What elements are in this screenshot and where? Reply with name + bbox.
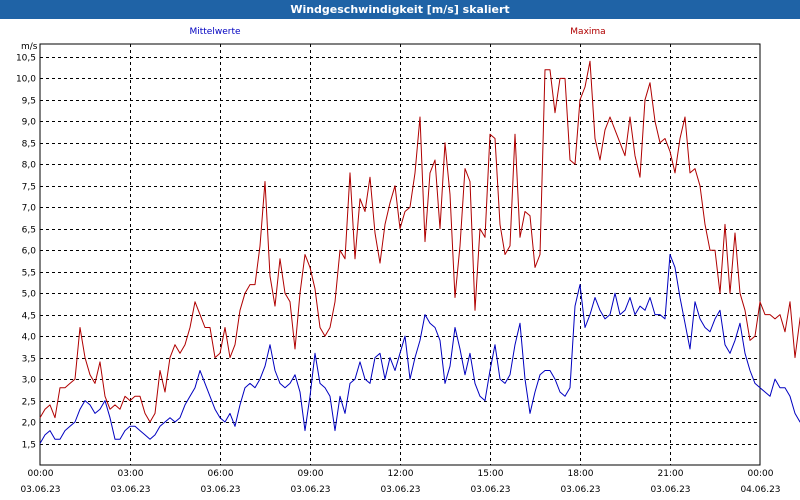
y-tick-label: 10,0 — [16, 75, 36, 85]
series-line-maxima — [39, 60, 800, 423]
x-tick-time: 06:00 — [208, 469, 234, 479]
x-tick-date: 03.06.23 — [200, 485, 240, 495]
y-tick-label: 2,5 — [22, 398, 36, 408]
y-tick-label: 5,0 — [22, 290, 37, 300]
y-axis: 1,5 2,0 2,5 3,0 3,5 4,0 4,5 5,0 5,5 6,0 6,5 7,0 7,5 8… — [16, 54, 36, 451]
y-tick-label: 6,0 — [22, 247, 37, 257]
series-group — [39, 60, 800, 444]
y-tick-label: 8,5 — [22, 140, 36, 150]
x-tick-date: 03.06.23 — [290, 485, 330, 495]
x-tick-time: 00:00 — [748, 469, 774, 479]
x-tick-date: 04.06.23 — [740, 485, 780, 495]
wind-speed-chart: 1,5 2,0 2,5 3,0 3,5 4,0 4,5 5,0 5,5 6,0 6,5 7,0 7,5 8… — [16, 27, 800, 495]
x-tick-time: 12:00 — [388, 469, 414, 479]
grid — [40, 44, 760, 465]
x-tick-time: 09:00 — [298, 469, 324, 479]
x-tick-date: 03.06.23 — [470, 485, 510, 495]
x-axis: 00:00 03.06.23 03:00 03.06.23 06:00 03.06.23 0… — [20, 469, 780, 495]
y-tick-label: 7,0 — [22, 204, 37, 214]
y-tick-label: 9,5 — [22, 97, 36, 107]
y-tick-label: 5,5 — [22, 269, 36, 279]
y-tick-label: 2,0 — [22, 419, 37, 429]
legend-mittelwerte: Mittelwerte — [189, 27, 240, 37]
y-tick-label: 1,5 — [22, 441, 36, 451]
y-tick-label: 6,5 — [22, 226, 36, 236]
x-tick-time: 21:00 — [658, 469, 684, 479]
y-tick-label: 10,5 — [16, 54, 36, 64]
x-tick-time: 15:00 — [478, 469, 504, 479]
x-tick-date: 03.06.23 — [20, 485, 60, 495]
x-tick-time: 18:00 — [568, 469, 594, 479]
y-tick-label: 3,0 — [22, 376, 37, 386]
x-tick-date: 03.06.23 — [380, 485, 420, 495]
x-tick-date: 03.06.23 — [650, 485, 690, 495]
y-axis-label: m/s — [21, 42, 38, 52]
y-tick-label: 8,0 — [22, 161, 37, 171]
x-tick-date: 03.06.23 — [110, 485, 150, 495]
y-tick-label: 9,0 — [22, 118, 37, 128]
x-tick-time: 03:00 — [118, 469, 144, 479]
x-tick-time: 00:00 — [28, 469, 54, 479]
legend-maxima: Maxima — [570, 27, 605, 37]
y-tick-label: 3,5 — [22, 355, 36, 365]
x-tick-date: 03.06.23 — [560, 485, 600, 495]
y-tick-label: 4,0 — [22, 333, 37, 343]
window-title: Windgeschwindigkeit [m/s] skaliert — [0, 0, 800, 19]
series-line-mittelwerte — [39, 254, 800, 444]
y-tick-label: 4,5 — [22, 312, 36, 322]
y-tick-label: 7,5 — [22, 183, 36, 193]
